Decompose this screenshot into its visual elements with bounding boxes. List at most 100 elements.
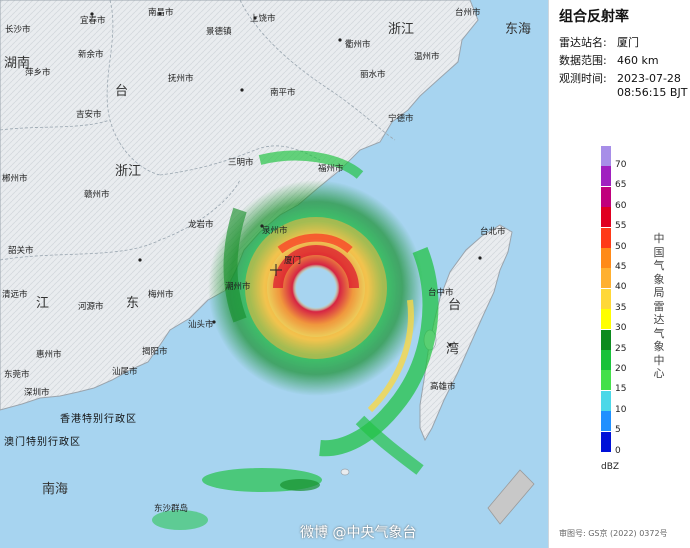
province-label: 浙江 [115, 164, 142, 179]
city-label: 台北市 [480, 227, 506, 237]
legend-swatch [601, 166, 611, 187]
legend-label: 50 [615, 241, 627, 252]
city-label: 赣州市 [84, 190, 110, 200]
city-label: 高雄市 [430, 382, 456, 392]
city-label: 潮州市 [225, 282, 251, 292]
legend-swatch [601, 248, 611, 268]
city-label: 温州市 [414, 52, 440, 62]
legend-swatch [601, 268, 611, 289]
province-label: 台 [448, 298, 462, 313]
time-clock: 08:56:15 BJT [617, 86, 688, 99]
city-label: 梅州市 [148, 290, 174, 300]
legend-swatch [601, 411, 611, 432]
weibo-watermark: 微博 @中央气象台 [300, 525, 417, 541]
province-label: 江 [36, 296, 50, 311]
legend-label: 10 [615, 404, 627, 415]
city-label: 三明市 [228, 158, 254, 168]
city-label: 泉州市 [262, 226, 288, 236]
province-label: 湖南 [4, 56, 31, 71]
legend-swatch [601, 288, 611, 309]
radar-map[interactable]: 长沙市 宜春市 南昌市 上饶市 衢州市 温州市 台州市 萍乡市 新余市 抚州市 … [0, 0, 548, 548]
city-label: 长沙市 [5, 25, 31, 35]
legend-label: 65 [615, 180, 627, 191]
hong-kong-label: 香港特别行政区 [60, 414, 137, 425]
legend-swatch [601, 370, 611, 391]
range-row: 数据范围: 460 km [559, 52, 659, 68]
time-row: 观测时间: 2023-07-28 [559, 70, 681, 86]
product-title: 组合反射率 [559, 9, 629, 25]
blank-sector [487, 469, 535, 525]
city-label: 衢州市 [345, 40, 371, 50]
legend-swatch [601, 431, 611, 452]
city-label: 南昌市 [148, 8, 174, 18]
legend-swatch [601, 146, 611, 166]
province-label: 东 [126, 296, 140, 311]
city-label: 萍乡市 [25, 68, 51, 78]
legend-label: 20 [615, 364, 627, 374]
city-label: 景德镇 [206, 27, 232, 37]
legend-label: 45 [615, 262, 627, 272]
city-label: 宜春市 [80, 16, 106, 26]
station-value: 厦门 [617, 36, 639, 49]
province-label: 湾 [446, 342, 460, 357]
legend-swatch [601, 309, 611, 330]
legend-swatch [601, 207, 611, 228]
city-label: 韶关市 [8, 246, 34, 256]
legend-label: 40 [615, 282, 627, 293]
sea-label: 南海 [42, 482, 69, 497]
station-row: 雷达站名: 厦门 [559, 34, 639, 50]
map-approval-credit: 审图号: GS京 (2022) 0372号 [559, 529, 668, 538]
legend-label: 0 [615, 445, 621, 456]
legend-label: 25 [615, 343, 627, 354]
legend-label: 55 [615, 221, 627, 232]
city-label: 清远市 [2, 290, 28, 300]
time-date: 2023-07-28 [617, 72, 681, 85]
info-panel: 组合反射率 雷达站名: 厦门 数据范围: 460 km 观测时间: 2023-07-2… [548, 0, 690, 548]
station-key: 雷达站名: [559, 36, 607, 49]
legend-label: 30 [615, 323, 627, 334]
legend-swatch [601, 390, 611, 411]
city-label: 抚州市 [168, 74, 194, 84]
time-key: 观测时间: [559, 72, 607, 85]
province-label: 台 [115, 84, 129, 99]
legend-swatch [601, 227, 611, 248]
city-label: 汕尾市 [112, 367, 138, 377]
range-value: 460 km [617, 54, 659, 67]
legend-label: 70 [615, 160, 627, 170]
city-label: 厦门 [284, 256, 302, 266]
city-label: 宁德市 [388, 114, 414, 124]
range-key: 数据范围: [559, 54, 607, 67]
city-label: 吉安市 [76, 110, 102, 120]
city-label: 龙岩市 [188, 220, 214, 230]
city-label: 东莞市 [4, 370, 30, 380]
city-label: 新余市 [78, 50, 104, 60]
legend-label: 35 [615, 302, 627, 313]
radar-center-marker [270, 264, 282, 276]
city-label: 惠州市 [36, 350, 62, 360]
legend-swatch [601, 186, 611, 207]
city-label: 河源市 [78, 302, 104, 312]
city-label: 丽水市 [360, 70, 386, 80]
city-label: 福州市 [318, 164, 344, 174]
sea-label: 东海 [505, 22, 532, 37]
city-label: 汕头市 [188, 320, 214, 330]
macau-label: 澳门特别行政区 [4, 437, 81, 448]
legend-swatch [601, 350, 611, 370]
city-label: 揭阳市 [142, 347, 168, 357]
city-label: 台州市 [455, 8, 481, 18]
city-dots [90, 12, 482, 347]
legend-label: 5 [615, 425, 621, 436]
city-label: 东沙群岛 [154, 504, 189, 514]
taiwan-island [419, 224, 513, 442]
city-label: 台中市 [428, 288, 454, 298]
city-label: 深圳市 [24, 388, 50, 398]
legend-unit: dBZ [601, 462, 620, 472]
organization-vertical-text: 中国气象局雷达气象中心 [653, 232, 665, 380]
province-label: 浙江 [388, 22, 415, 37]
map-canvas [0, 0, 548, 548]
city-label: 上饶市 [250, 14, 276, 24]
legend-label: 15 [615, 384, 627, 395]
typhoon-echo [152, 150, 439, 530]
city-label: 南平市 [270, 88, 296, 98]
legend-swatch [601, 329, 611, 350]
